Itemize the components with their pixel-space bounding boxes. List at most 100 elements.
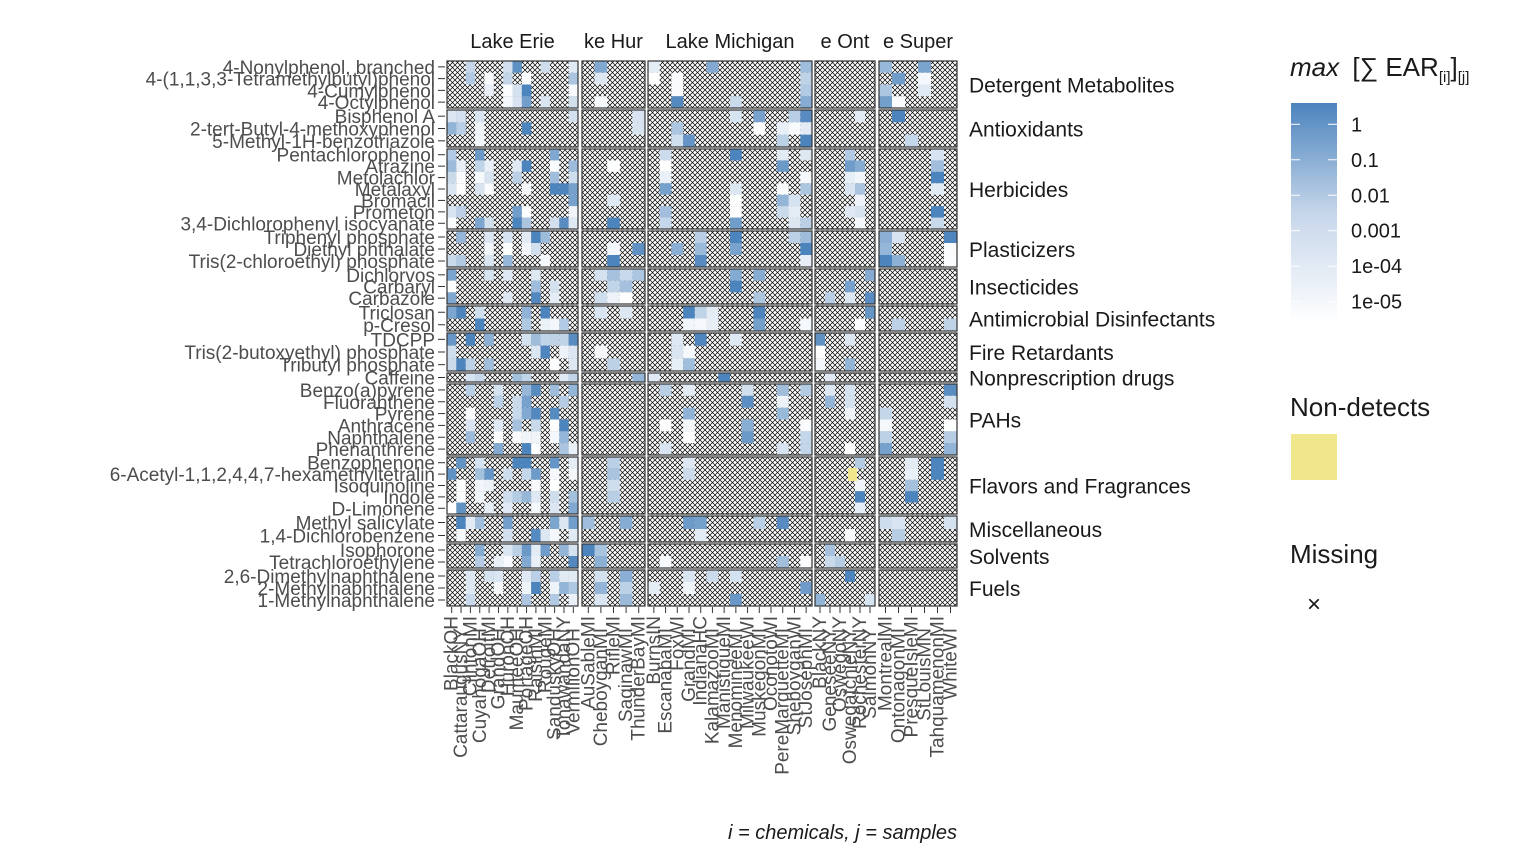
legend: max [∑ EAR[i]][j] 1 0.1 0.01 0.001 1e-04 1e-0…	[1290, 52, 1469, 618]
heatmap-cell	[845, 160, 855, 172]
heatmap-cell	[788, 231, 801, 243]
heatmap-cell	[549, 171, 560, 184]
heatmap-cell	[549, 280, 560, 293]
heatmap-cell	[521, 183, 532, 195]
site-label: CheboyganMI	[591, 628, 612, 746]
heatmap-cell	[540, 306, 550, 319]
heatmap-cell	[531, 582, 541, 594]
heatmap-cell	[549, 419, 560, 432]
heatmap-cell	[879, 96, 892, 108]
site-label: CuyahogaOH	[470, 628, 491, 743]
chemical-label: Caffeine	[365, 369, 435, 390]
heatmap-cell	[730, 231, 742, 243]
heatmap-cell	[559, 443, 569, 455]
heatmap-cell	[594, 570, 608, 582]
heatmap-cell	[503, 556, 513, 568]
heatmap-cell	[540, 544, 550, 556]
heatmap-cell	[671, 122, 684, 135]
panel-12-5	[878, 543, 958, 569]
heatmap-cell	[521, 570, 532, 582]
heatmap-cell	[776, 149, 789, 161]
panel-2-3	[647, 109, 813, 148]
panel-border	[446, 543, 579, 569]
heatmap-cell	[730, 280, 742, 293]
heatmap-cell	[800, 556, 812, 568]
heatmap-cell	[531, 384, 541, 396]
heatmap-cell	[788, 110, 801, 123]
heatmap-cell	[493, 419, 504, 432]
heatmap-cell	[905, 491, 918, 503]
heatmap-cell	[845, 333, 855, 346]
heatmap-cell	[659, 183, 672, 195]
site-label: PresqueIsleMI	[902, 616, 923, 737]
panel-border	[647, 569, 813, 607]
heatmap-cell	[540, 529, 550, 542]
panel-12-4	[814, 543, 876, 569]
panel-6-5	[878, 305, 958, 332]
legend-tick-label: 0.001	[1351, 221, 1401, 243]
chemical-label: Metolachlor	[337, 169, 436, 190]
heatmap-cell	[531, 243, 541, 255]
heatmap-cell	[845, 206, 855, 218]
heatmap-cell	[531, 479, 541, 492]
heatmap-cell	[568, 582, 578, 594]
heatmap-cell	[730, 570, 742, 582]
heatmap-cell	[800, 443, 812, 455]
heatmap-cell	[944, 431, 957, 444]
site-label: OconotoWI	[761, 616, 782, 711]
heatmap-cell	[475, 318, 485, 331]
heatmap-cell	[845, 149, 855, 161]
panel-border	[647, 148, 813, 230]
site-label: OntonagonMI	[889, 628, 910, 743]
heatmap-cell	[559, 395, 569, 408]
heatmap-cell	[549, 468, 560, 480]
heatmap-cell	[456, 255, 466, 267]
heatmap-cell	[531, 556, 541, 568]
heatmap-cell	[521, 468, 532, 480]
heatmap-cell	[531, 431, 541, 444]
panel-13-5	[878, 569, 958, 607]
panel-13-3	[647, 569, 813, 607]
heatmap-cell	[776, 194, 789, 207]
heatmap-cell	[825, 395, 835, 408]
heatmap-cell	[706, 318, 719, 331]
heatmap-cell	[568, 544, 578, 556]
chemical-label: Triclosan	[359, 303, 435, 324]
heatmap-cell	[521, 431, 532, 444]
chemical-label: 4-Cumylphenol	[307, 81, 435, 102]
heatmap-cell	[931, 217, 944, 229]
panel-border	[581, 456, 646, 515]
panel-7-4	[814, 332, 876, 372]
panel-background	[582, 570, 645, 606]
heatmap-cell	[493, 384, 504, 396]
heatmap-cell	[521, 206, 532, 218]
panel-13-2	[581, 569, 646, 607]
heatmap-cell	[512, 96, 522, 108]
heatmap-cell	[568, 384, 578, 396]
panel-border	[446, 60, 579, 109]
heatmap-cell	[512, 61, 522, 73]
heatmap-cell	[865, 269, 875, 281]
legend-tick-label: 0.01	[1351, 185, 1390, 207]
chemical-label: Dichlorvos	[346, 266, 435, 287]
panel-border	[647, 456, 813, 515]
heatmap-cell	[549, 217, 560, 229]
panel-4-2	[581, 230, 646, 268]
heatmap-cell	[730, 217, 742, 229]
heatmap-cell	[776, 134, 789, 147]
heatmap-cell	[559, 373, 569, 382]
panel-1-1	[446, 60, 579, 109]
heatmap-cell	[568, 358, 578, 371]
heatmap-cell	[594, 594, 608, 606]
heatmap-cell	[456, 358, 466, 371]
panel-border	[446, 230, 579, 268]
chemical-label: p-Cresol	[363, 316, 435, 337]
panel-border	[581, 148, 646, 230]
panel-border	[446, 305, 579, 332]
chemical-label: 5-Methyl-1H-benzotriazole	[212, 132, 435, 153]
heatmap-cell	[465, 407, 476, 420]
heatmap-cell	[815, 594, 825, 606]
heatmap-cell	[776, 206, 789, 218]
chemical-label: Atrazine	[365, 157, 435, 178]
heatmap-cell	[619, 292, 633, 304]
